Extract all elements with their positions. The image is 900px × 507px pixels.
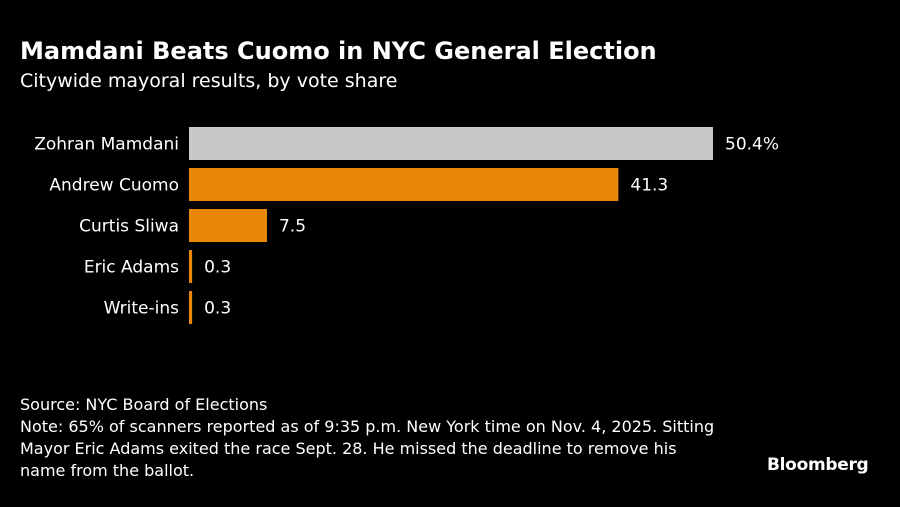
category-label-andrew-cuomo: Andrew Cuomo [49,176,179,196]
bloomberg-logo: Bloomberg [767,455,869,475]
source-note: Source: NYC Board of Elections [20,395,268,414]
chart-subtitle: Citywide mayoral results, by vote share [20,70,398,92]
category-label-write-ins: Write-ins [104,299,180,319]
value-label-eric-adams: 0.3 [204,258,231,278]
value-label-write-ins: 0.3 [204,299,231,319]
bar-andrew-cuomo [189,168,619,201]
bar-write-ins [189,291,193,324]
chart-title: Mamdani Beats Cuomo in NYC General Elect… [20,37,657,65]
bar-chart: Zohran Mamdani 50.4% Andrew Cuomo 41.3 Curti… [34,127,779,324]
footnote: Note: 65% of scanners reported as of 9:3… [20,417,715,480]
value-label-andrew-cuomo: 41.3 [630,176,668,196]
value-label-zohran-mamdani: 50.4% [725,135,779,155]
bar-curtis-sliwa [189,209,267,242]
bar-eric-adams [189,250,193,283]
value-label-curtis-sliwa: 7.5 [279,217,306,237]
category-label-zohran-mamdani: Zohran Mamdani [34,135,179,155]
bar-zohran-mamdani [189,127,713,160]
category-label-curtis-sliwa: Curtis Sliwa [79,217,179,237]
category-label-eric-adams: Eric Adams [84,258,179,278]
